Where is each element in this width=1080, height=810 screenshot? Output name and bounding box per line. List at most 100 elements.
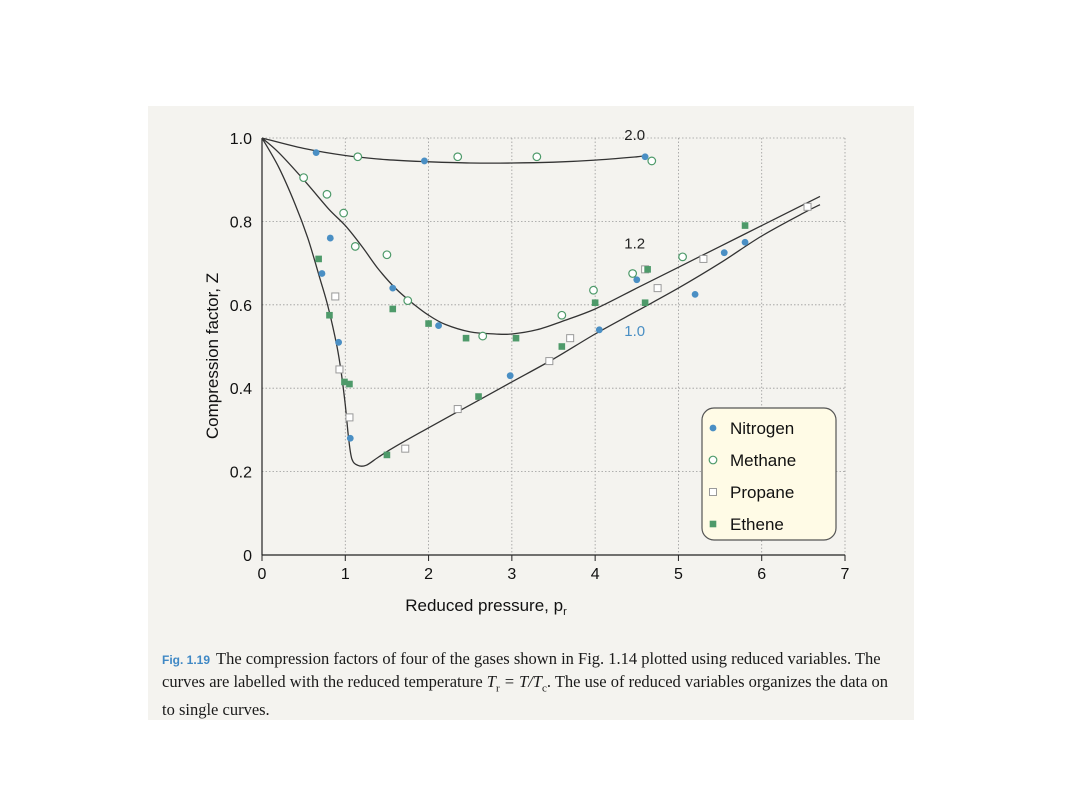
figure-caption: Fig. 1.19 The compression factors of four…: [162, 648, 902, 720]
curve-label: 1.0: [624, 323, 645, 340]
legend-label-propane: Propane: [730, 483, 794, 502]
data-point-propane: [566, 334, 575, 343]
legend-box: [701, 407, 837, 541]
data-point-nitrogen: [421, 157, 428, 165]
curve-tr-1.0: [261, 137, 821, 467]
data-point-ethene: [462, 334, 470, 342]
data-point-nitrogen: [346, 434, 354, 442]
tick-labels: 0 1 2 3 4 5 6 7 0 0.2 0.4 0.6 0.8 1.0: [230, 131, 850, 583]
x-axis-title: Reduced pressure, pr: [405, 596, 567, 618]
data-point-methane: [589, 285, 598, 295]
data-point-ethene: [326, 311, 333, 319]
data-point-nitrogen: [506, 372, 514, 380]
data-point-propane: [545, 357, 554, 366]
data-point-ethene: [475, 393, 482, 400]
legend-label-nitrogen: Nitrogen: [730, 419, 794, 438]
data-point-propane: [453, 405, 462, 414]
x-tick-label: 5: [674, 566, 683, 583]
legend-marker-nitrogen: [709, 424, 717, 432]
data-points: [299, 149, 812, 459]
data-point-methane: [353, 152, 363, 162]
data-point-propane: [653, 284, 662, 293]
data-point-nitrogen: [318, 270, 326, 277]
caption-text-1: The compression factors of four of the g…: [162, 649, 881, 691]
x-tick-label: 0: [258, 566, 267, 583]
data-point-ethene: [341, 378, 348, 386]
legend-marker-methane: [708, 455, 718, 465]
y-tick-label: 0.2: [230, 465, 252, 482]
data-point-ethene: [389, 305, 397, 313]
data-point-nitrogen: [312, 149, 320, 156]
data-point-methane: [678, 252, 687, 262]
data-point-nitrogen: [389, 284, 397, 292]
y-tick-label: 0.8: [230, 214, 252, 231]
data-point-ethene: [644, 266, 651, 273]
y-tick-label: 1.0: [230, 131, 252, 148]
data-point-methane: [532, 152, 542, 162]
x-tick-label: 2: [424, 566, 433, 583]
caption-tc-subscript: c: [541, 682, 547, 695]
y-tick-label: 0.4: [230, 381, 252, 398]
data-point-ethene: [383, 451, 391, 459]
x-tick-label: 1: [341, 566, 350, 583]
data-point-methane: [403, 296, 413, 306]
data-point-methane: [453, 152, 463, 162]
data-point-methane: [557, 310, 567, 320]
data-point-ethene: [512, 334, 520, 342]
x-tick-label: 4: [591, 566, 600, 583]
data-point-ethene: [315, 255, 322, 263]
data-point-propane: [803, 202, 812, 211]
figure-number: Fig. 1.19: [162, 653, 211, 667]
data-point-methane: [322, 189, 332, 199]
data-point-nitrogen: [720, 249, 728, 257]
data-point-methane: [382, 250, 392, 260]
data-point-nitrogen: [335, 338, 343, 346]
figure-panel: 0 1 2 3 4 5 6 7 0 0.2 0.4 0.6 0.8 1.0 2.0 1.2 1.0 Reduc…: [148, 106, 914, 720]
y-axis-title: Compression factor, Z: [203, 273, 222, 439]
data-point-ethene: [558, 343, 566, 350]
curve-tr-2.0: [261, 137, 646, 164]
data-point-ethene: [741, 222, 749, 229]
data-point-ethene: [641, 299, 649, 307]
data-point-nitrogen: [435, 322, 442, 330]
data-point-ethene: [425, 320, 432, 327]
data-point-methane: [647, 156, 657, 166]
curve-tr-1.2: [261, 137, 821, 336]
legend-label-methane: Methane: [730, 451, 796, 470]
data-point-nitrogen: [741, 238, 749, 246]
curve-label: 2.0: [624, 127, 645, 144]
legend: Nitrogen Methane Propane Ethene: [701, 407, 837, 541]
x-tick-label: 6: [757, 566, 766, 583]
data-point-methane: [628, 269, 638, 278]
data-point-propane: [699, 254, 708, 263]
legend-label-ethene: Ethene: [730, 515, 784, 534]
data-point-propane: [335, 365, 344, 374]
curve-label: 1.2: [624, 236, 645, 253]
y-tick-label: 0.6: [230, 298, 252, 315]
data-point-nitrogen: [641, 153, 649, 161]
data-point-methane: [350, 242, 360, 251]
x-tick-label: 7: [841, 566, 850, 583]
data-point-methane: [299, 173, 309, 183]
data-point-nitrogen: [633, 276, 641, 284]
axes: [261, 138, 845, 556]
data-point-propane: [331, 292, 340, 301]
caption-tr-subscript: r: [495, 682, 500, 695]
compression-factor-chart: 0 1 2 3 4 5 6 7 0 0.2 0.4 0.6 0.8 1.0 2.0 1.2 1.0 Reduc…: [203, 127, 850, 618]
y-tick-label: 0: [243, 548, 252, 565]
data-point-ethene: [346, 380, 353, 388]
legend-marker-ethene: [709, 520, 717, 528]
curve-labels: 2.0 1.2 1.0: [624, 127, 645, 340]
data-point-propane: [345, 413, 354, 422]
x-tick-label: 3: [507, 566, 516, 583]
caption-equation: = T/T: [499, 672, 542, 691]
legend-marker-propane: [709, 488, 717, 496]
data-point-nitrogen: [595, 326, 603, 334]
caption-text-2: . The use of reduced variables organizes…: [162, 672, 889, 720]
data-point-methane: [339, 208, 349, 218]
caption-tr-symbol: T: [486, 672, 496, 691]
data-point-ethene: [591, 299, 599, 307]
curves: [261, 137, 821, 467]
data-point-nitrogen: [691, 290, 699, 298]
data-point-methane: [478, 331, 488, 341]
